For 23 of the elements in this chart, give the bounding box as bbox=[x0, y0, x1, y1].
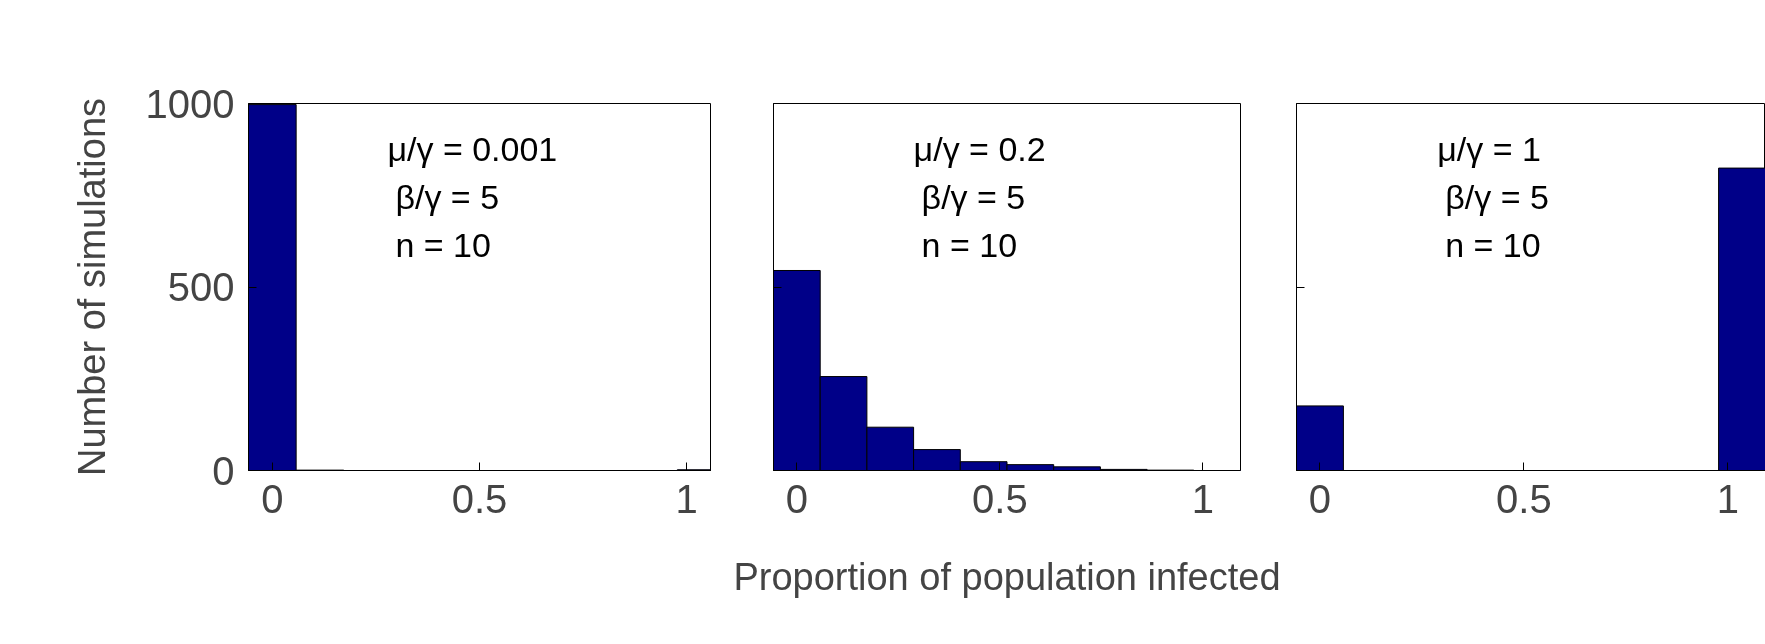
x-tick-label: 0 bbox=[261, 476, 284, 521]
x-tick-label: 1 bbox=[1191, 476, 1215, 521]
annotation: β/γ = 5 bbox=[921, 177, 1026, 216]
y-axis-title: Number of simulations bbox=[70, 97, 113, 477]
annotation: μ/γ = 0.2 bbox=[913, 129, 1046, 168]
annotation: β/γ = 5 bbox=[395, 177, 500, 216]
x-tick-label: 0.5 bbox=[972, 476, 1028, 521]
x-tick-label: 0.5 bbox=[451, 476, 508, 521]
annotation: n = 10 bbox=[1445, 225, 1541, 264]
annotation: n = 10 bbox=[395, 225, 491, 264]
x-tick-label: 0.5 bbox=[1496, 476, 1552, 521]
x-tick-label: 0 bbox=[785, 476, 808, 521]
x-tick-label: 1 bbox=[1716, 476, 1739, 521]
x-axis-title: Proportion of population infected bbox=[733, 555, 1281, 598]
x-tick-label: 1 bbox=[675, 476, 698, 521]
annotation: n = 10 bbox=[921, 225, 1018, 264]
annotation: β/γ = 5 bbox=[1445, 177, 1549, 216]
annotation: μ/γ = 1 bbox=[1437, 129, 1541, 168]
x-tick-label: 0 bbox=[1308, 476, 1332, 521]
annotation: μ/γ = 0.001 bbox=[387, 129, 558, 168]
y-tick-label: 500 bbox=[167, 265, 235, 309]
y-tick-label: 1000 bbox=[145, 81, 235, 126]
y-tick-label: 0 bbox=[212, 448, 235, 493]
